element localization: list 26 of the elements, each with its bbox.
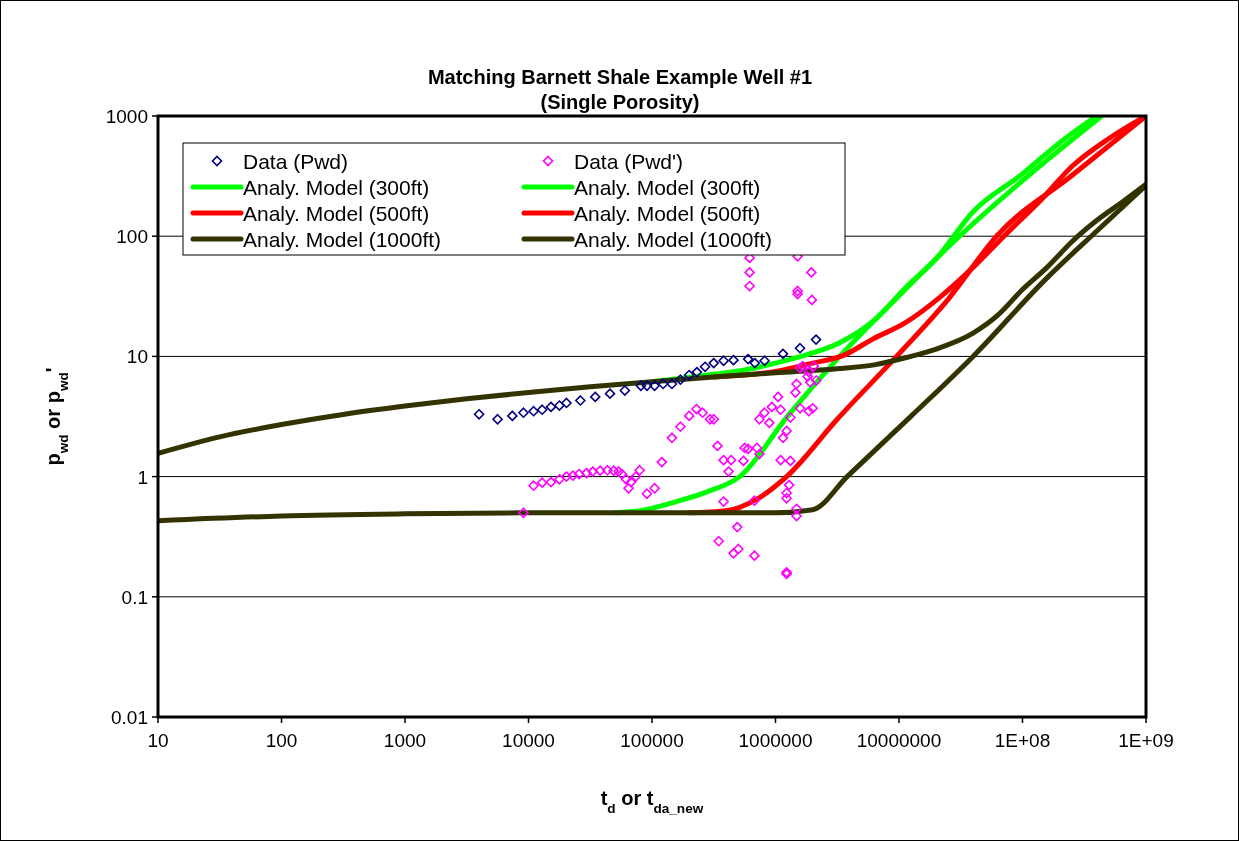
y-tick-label: 1: [137, 466, 148, 488]
x-tick-label: 100000: [620, 730, 684, 751]
legend-label: Analy. Model (300ft): [243, 176, 430, 199]
legend-label: Analy. Model (500ft): [243, 202, 430, 225]
legend-label: Data (Pwd): [243, 150, 349, 173]
y-tick-label: 1000: [105, 106, 148, 127]
chart-subtitle: (Single Porosity): [540, 91, 700, 113]
x-tick-label: 100: [265, 730, 298, 751]
y-tick-label: 100: [116, 226, 148, 248]
x-tick-label: 1E+08: [994, 730, 1051, 751]
x-tick-label: 1000000: [738, 730, 813, 751]
y-tick-label: 0.01: [111, 707, 148, 728]
y-tick-label: 10: [126, 346, 148, 368]
chart-title: Matching Barnett Shale Example Well #1: [427, 66, 813, 88]
x-tick-label: 1E+09: [1118, 730, 1174, 751]
legend-label: Analy. Model (500ft): [574, 202, 761, 225]
x-tick-label: 10000000: [856, 730, 942, 751]
y-tick-label: 0.1: [121, 586, 148, 608]
x-tick-label: 1000: [383, 730, 427, 751]
legend-label: Analy. Model (300ft): [574, 176, 761, 199]
legend-label: Analy. Model (1000ft): [574, 228, 773, 251]
legend-label: Analy. Model (1000ft): [243, 228, 442, 251]
x-tick-label: 10000: [502, 730, 555, 751]
legend-label: Data (Pwd'): [574, 150, 684, 173]
x-tick-label: 10: [147, 730, 169, 751]
x-axis-title: t$_{d}$ or t$_{da_new}$: [600, 787, 704, 816]
